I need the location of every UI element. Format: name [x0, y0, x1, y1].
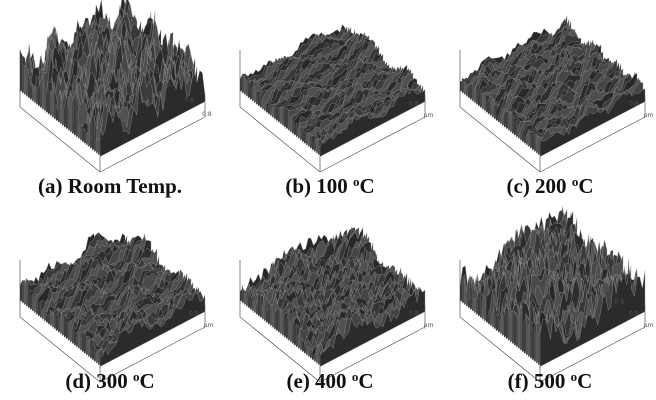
axis-tick-label: 0.2: [149, 67, 159, 74]
axis-tick-label: μm: [204, 322, 214, 329]
afm-panel: 0.2 0.4 0.6 0.8 μm: [240, 227, 434, 382]
figure: 0.2 0.4 0.6 0.8 (a) Room Temp. 0.2 0.4 0.6 0.8 μm…: [0, 0, 656, 400]
caption-unit: C: [140, 369, 155, 393]
axis-tick-label: 0.8: [189, 310, 199, 317]
axis-tick-label: 0.2: [586, 65, 596, 72]
axis-tick-label: 0.6: [175, 298, 185, 305]
caption-unit: C: [578, 174, 593, 198]
axis-tick-label: 0.6: [184, 96, 194, 103]
afm-panel: 0.2 0.4 0.6 0.8 μm: [460, 16, 654, 172]
axis-tick-label: 0.8: [629, 310, 639, 317]
axis-tick-label: 0.4: [380, 287, 390, 294]
caption-unit: C: [360, 174, 375, 198]
caption-text: (d) 300: [65, 369, 133, 393]
panel-caption: (c) 200 oC: [507, 174, 594, 198]
axis-tick-label: 0.8: [629, 100, 639, 107]
axis-tick-label: μm: [644, 322, 654, 329]
axis-tick-label: 0.8: [202, 111, 212, 118]
afm-panel: 0.2 0.4 0.6 0.8 μm: [240, 25, 434, 172]
caption-text: (b) 100: [285, 174, 353, 198]
axis-tick-label: μm: [424, 112, 434, 119]
axis-tick-label: 0.2: [146, 275, 156, 282]
axis-tick-label: μm: [424, 322, 434, 329]
axis-tick-label: 0.6: [615, 298, 625, 305]
afm-panel: 0.2 0.4 0.6 0.8 μm: [460, 206, 654, 382]
axis-tick-label: 0.2: [586, 275, 596, 282]
axis-tick-label: 0.4: [600, 287, 610, 294]
panel-caption: (f) 500 oC: [508, 369, 593, 393]
axis-tick-label: 0.4: [160, 287, 170, 294]
caption-unit: C: [358, 369, 373, 393]
axis-tick-label: 0.8: [409, 100, 419, 107]
axis-tick-label: 0.2: [366, 65, 376, 72]
panel-caption: (e) 400 oC: [287, 369, 374, 393]
caption-unit: C: [577, 369, 592, 393]
caption-text: (f) 500: [508, 369, 571, 393]
panel-caption: (b) 100 oC: [285, 174, 374, 198]
axis-tick-label: 0.4: [600, 77, 610, 84]
axis-tick-label: 0.4: [380, 77, 390, 84]
caption-text: (c) 200: [507, 174, 572, 198]
axis-tick-label: 0.6: [395, 298, 405, 305]
axis-tick-label: 0.2: [366, 275, 376, 282]
axis-tick-label: 0.4: [167, 82, 177, 89]
caption-text: (a) Room Temp.: [38, 174, 182, 198]
afm-panel: 0.2 0.4 0.6 0.8: [20, 0, 212, 172]
afm-panel: 0.2 0.4 0.6 0.8 μm: [20, 232, 214, 382]
page: {"panels": [ {"caption": "(a) Room Temp.…: [0, 0, 656, 400]
panel-caption: (d) 300 oC: [65, 369, 154, 393]
axis-tick-label: 0.6: [615, 88, 625, 95]
axis-tick-label: 0.6: [395, 88, 405, 95]
caption-text: (e) 400: [287, 369, 352, 393]
axis-tick-label: μm: [644, 112, 654, 119]
panel-caption: (a) Room Temp.: [38, 174, 182, 198]
axis-tick-label: 0.8: [409, 310, 419, 317]
